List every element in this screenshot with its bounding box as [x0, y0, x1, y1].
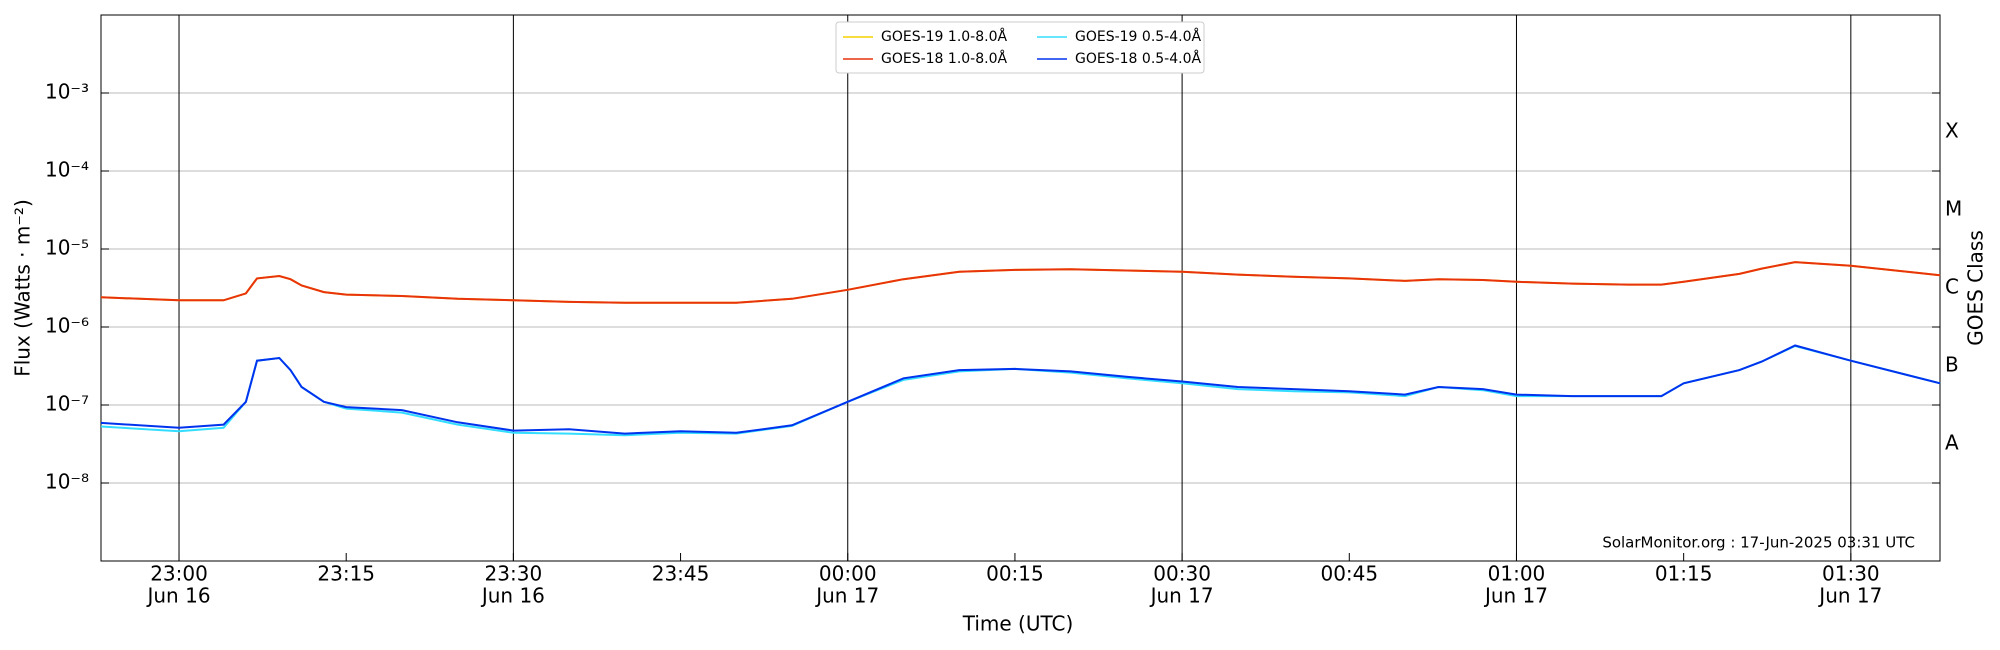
goes-class-label: X [1945, 119, 1959, 143]
x-tick-label: 00:30 [1153, 562, 1211, 586]
series-line [100, 344, 1941, 437]
y-tick-label: 10⁻⁸ [45, 470, 89, 494]
legend-label: GOES-18 0.5-4.0Å [1075, 50, 1201, 67]
legend-label: GOES-18 1.0-8.0Å [881, 50, 1007, 67]
x-tick-label: Jun 17 [814, 584, 879, 608]
x-tick-label: 23:15 [317, 562, 375, 586]
x-tick-label: Jun 17 [1817, 584, 1882, 608]
x-tick-label: 23:00 [150, 562, 208, 586]
legend-label: GOES-19 1.0-8.0Å [881, 28, 1007, 45]
legend-label: GOES-19 0.5-4.0Å [1075, 28, 1201, 45]
x-tick-label: Jun 17 [1149, 584, 1214, 608]
x-axis-title: Time (UTC) [962, 612, 1074, 636]
x-tick-label: 00:15 [986, 562, 1044, 586]
x-tick-label: 01:00 [1488, 562, 1546, 586]
y-axis-title: Flux (Watts · m⁻²) [11, 199, 35, 377]
goes-class-label: A [1945, 431, 1959, 455]
y-tick-label: 10⁻³ [45, 80, 89, 104]
x-tick-label: 01:30 [1822, 562, 1880, 586]
x-tick-label: 23:45 [652, 562, 710, 586]
goes-class-label: M [1945, 197, 1962, 221]
x-tick-label: 00:45 [1320, 562, 1378, 586]
plot-frame [100, 14, 1941, 562]
legend-box [835, 21, 1205, 74]
y-tick-label: 10⁻⁷ [45, 392, 89, 416]
goes-class-label: B [1945, 353, 1959, 377]
annotation: SolarMonitor.org : 17-Jun-2025 03:31 UTC [1602, 534, 1915, 552]
x-tick-label: Jun 17 [1483, 584, 1548, 608]
x-tick-label: Jun 16 [145, 584, 210, 608]
x-tick-label: 01:15 [1655, 562, 1713, 586]
y2-axis-title: GOES Class [1964, 230, 1988, 346]
x-tick-label: 23:30 [485, 562, 543, 586]
series-line [100, 261, 1941, 304]
y-tick-label: 10⁻⁴ [45, 158, 89, 182]
series-line [100, 344, 1941, 435]
y-tick-label: 10⁻⁶ [45, 314, 89, 338]
x-tick-label: Jun 16 [480, 584, 545, 608]
goes-class-label: C [1945, 275, 1959, 299]
y-tick-label: 10⁻⁵ [45, 236, 89, 260]
series-line [100, 261, 1941, 304]
x-tick-label: 00:00 [819, 562, 877, 586]
